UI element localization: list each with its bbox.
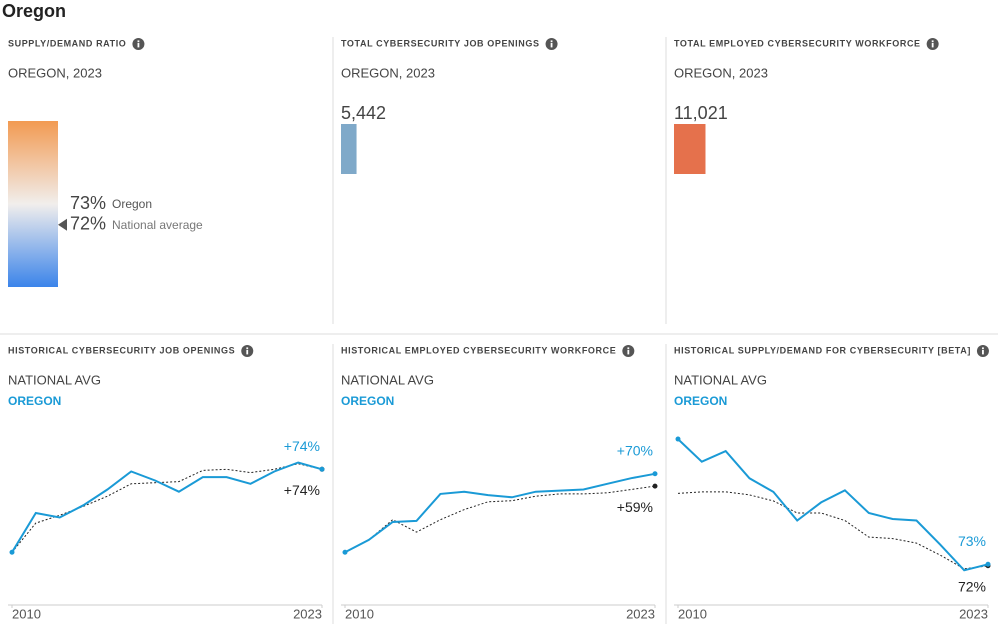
info-icon[interactable] (926, 38, 939, 50)
end-point (319, 466, 325, 472)
end-label: 72% (958, 578, 986, 594)
subtitle: OREGON, 2023 (341, 65, 435, 80)
subtitle: OREGON, 2023 (674, 65, 768, 80)
legend-entry: OREGON (341, 394, 394, 408)
marker (58, 218, 67, 231)
end-label: +74% (284, 438, 320, 454)
info-dot (931, 40, 934, 42)
info-icon[interactable] (545, 38, 558, 50)
start-point (342, 549, 348, 555)
end-label: +59% (617, 499, 653, 515)
info-bar (246, 349, 249, 355)
line (344, 472, 656, 554)
info-bar (137, 42, 140, 48)
legend-entry: NATIONAL AVG (8, 372, 101, 387)
info-bar (931, 42, 934, 48)
x-tick-label: 2010 (678, 606, 707, 621)
legend-entry: OREGON (8, 394, 61, 408)
info-bar (627, 349, 630, 355)
info-icon[interactable] (976, 345, 989, 357)
end-label: +74% (284, 482, 320, 498)
gradient-bar (8, 121, 58, 287)
info-dot (246, 347, 249, 349)
end-point (985, 561, 991, 567)
info-dot (550, 40, 553, 42)
value-label: 5,442 (341, 103, 386, 123)
panel-title: HISTORICAL SUPPLY/DEMAND FOR CYBERSECURI… (674, 345, 971, 355)
info-icon[interactable] (241, 345, 254, 357)
bar (674, 124, 706, 174)
x-tick-label: 2010 (345, 606, 374, 621)
end-point (652, 483, 658, 489)
line (11, 461, 323, 553)
value-label: 11,021 (674, 103, 728, 123)
info-dot (982, 347, 984, 349)
panel-title: HISTORICAL CYBERSECURITY JOB OPENINGS (8, 345, 235, 355)
bar (341, 124, 357, 174)
line (677, 438, 989, 572)
info-icon[interactable] (132, 38, 145, 50)
info-dot (137, 40, 140, 42)
panel-title: TOTAL CYBERSECURITY JOB OPENINGS (341, 38, 540, 48)
info-dot (627, 347, 630, 349)
series-name: National average (112, 218, 203, 232)
value-label: 72% (70, 214, 106, 234)
info-bar (982, 349, 984, 355)
panel-title: SUPPLY/DEMAND RATIO (8, 38, 126, 48)
x-tick-label: 2023 (959, 606, 988, 621)
panel-title: HISTORICAL EMPLOYED CYBERSECURITY WORKFO… (341, 345, 616, 355)
x-tick-label: 2023 (626, 606, 655, 621)
series-name: Oregon (112, 197, 152, 211)
page-title: Oregon (2, 1, 66, 21)
info-bar (550, 42, 553, 48)
panel-title: TOTAL EMPLOYED CYBERSECURITY WORKFORCE (674, 38, 921, 48)
info-icon[interactable] (622, 345, 635, 357)
start-point (9, 549, 15, 555)
legend-entry: NATIONAL AVG (674, 372, 767, 387)
line (677, 491, 989, 570)
x-tick-label: 2023 (293, 606, 322, 621)
end-point (652, 471, 658, 477)
subtitle: OREGON, 2023 (8, 65, 102, 80)
end-label: +70% (617, 442, 653, 458)
start-point (675, 436, 681, 442)
x-tick-label: 2010 (12, 606, 41, 621)
legend-entry: OREGON (674, 394, 727, 408)
line (11, 463, 323, 553)
end-label: 73% (958, 533, 986, 549)
legend-entry: NATIONAL AVG (341, 372, 434, 387)
value-label: 73% (70, 193, 106, 213)
